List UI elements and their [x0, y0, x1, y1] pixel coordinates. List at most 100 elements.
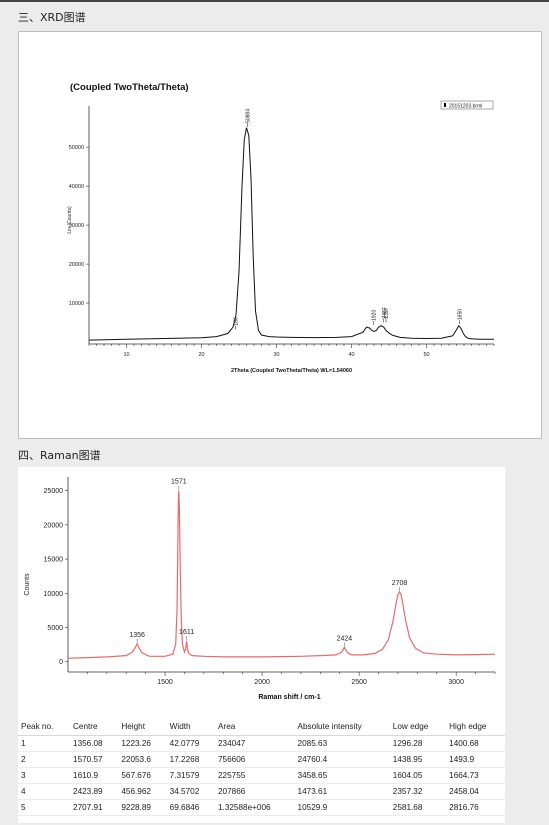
xrd-x-tick-label: 40 — [348, 352, 354, 358]
table-row: 5 2707.91 9228.89 69.6846 1.32588e+006 10529.… — [18, 799, 505, 816]
raman-series-line — [67, 490, 496, 659]
peak-table-header: Low edge — [389, 718, 447, 736]
xrd-y-tick-label: 50000 — [69, 145, 84, 151]
raman-y-tick-label: 10000 — [44, 591, 64, 598]
table-cell: 225755 — [215, 767, 295, 784]
peak-table-header: Absolute intensity — [294, 718, 390, 736]
table-cell: 2085.63 — [294, 735, 390, 752]
table-cell: 1356.08 — [70, 735, 119, 752]
table-cell: 22053.6 — [118, 751, 167, 768]
xrd-peak-label: 2397 — [384, 307, 390, 318]
xrd-y-tick-label: 10000 — [69, 301, 84, 307]
table-cell: 3458.65 — [294, 767, 390, 784]
table-row: 4 2423.89 456.962 34.5702 207866 1473.61 2357.… — [18, 783, 505, 800]
peak-table-header: Width — [166, 718, 215, 736]
table-row: 1 1356.08 1223.26 42.0779 234047 2085.63 1296.… — [18, 735, 505, 752]
table-cell: 2458.04 — [446, 783, 505, 800]
raman-y-axis-label: Counts — [24, 573, 31, 596]
table-cell: 2707.91 — [70, 799, 119, 816]
table-cell: 1473.61 — [294, 783, 390, 800]
xrd-y-tick-label: 20000 — [69, 262, 84, 268]
raman-peak-label: 1571 — [171, 479, 187, 486]
xrd-series-line — [88, 127, 494, 341]
xrd-y-tick-label: 30000 — [69, 223, 84, 229]
xrd-chart-panel: (Coupled TwoTheta/Theta) 10 20 30 40 50 10000 2… — [18, 31, 542, 439]
raman-x-tick-label: 2000 — [254, 679, 270, 686]
peak-table-header: Height — [118, 718, 167, 736]
table-cell: 1493.9 — [446, 751, 505, 768]
raman-y-tick-label: 20000 — [44, 522, 64, 529]
xrd-peak-label: 1650 — [458, 309, 464, 320]
raman-peak-label: 1356 — [129, 632, 145, 639]
table-cell: 1570.57 — [70, 751, 119, 768]
peak-table-header: Peak no. — [18, 718, 71, 736]
table-cell: 2423.89 — [70, 783, 119, 800]
xrd-peak-label: 50884 — [245, 109, 251, 123]
table-cell: 756606 — [215, 751, 295, 768]
raman-x-tick-label: 3000 — [448, 679, 464, 686]
xrd-x-tick-label: 20 — [198, 352, 204, 358]
xrd-x-axis-label: 2Theta (Coupled TwoTheta/Theta) WL=1.540… — [231, 368, 352, 374]
raman-x-axis-label: Raman shift / cm-1 — [258, 694, 320, 701]
table-cell: 1438.95 — [389, 751, 447, 768]
raman-y-tick-label: 0 — [59, 659, 63, 666]
xrd-section-title: 三、XRD图谱 — [18, 11, 86, 24]
table-cell: 2 — [18, 751, 71, 768]
raman-y-tick-label: 5000 — [47, 625, 63, 632]
raman-x-tick-label: 1500 — [157, 679, 173, 686]
table-cell: 1223.26 — [118, 735, 167, 752]
xrd-legend-label: 20151203.brml — [449, 104, 482, 110]
raman-section-title: 四、Raman图谱 — [18, 449, 101, 462]
raman-y-tick-label: 15000 — [44, 557, 64, 564]
table-cell: 17.2268 — [166, 751, 215, 768]
table-cell: 34.5702 — [166, 783, 215, 800]
table-cell: 2581.68 — [389, 799, 447, 816]
xrd-legend-box — [440, 100, 494, 110]
table-cell: 3 — [18, 767, 71, 784]
peak-table: Peak no. Centre Height Width Area Absolu… — [18, 718, 505, 816]
table-cell: 567.676 — [118, 767, 167, 784]
table-cell: 456.962 — [118, 783, 167, 800]
xrd-y-tick-label: 40000 — [69, 184, 84, 190]
peak-table-header: Centre — [70, 718, 119, 736]
peak-table-header-row: Peak no. Centre Height Width Area Absolu… — [18, 718, 505, 736]
peak-table-header: High edge — [446, 718, 505, 736]
raman-y-tick-label: 25000 — [44, 488, 64, 495]
table-cell: 9228.89 — [118, 799, 167, 816]
peak-table-header: Area — [215, 718, 295, 736]
xrd-x-tick-label: 30 — [273, 352, 279, 358]
table-row: 3 1610.9 567.676 7.31579 225755 3458.65 1604.0… — [18, 767, 505, 784]
xrd-x-tick-label: 50 — [423, 352, 429, 358]
raman-peak-label: 2424 — [337, 635, 353, 642]
table-cell: 2816.76 — [446, 799, 505, 816]
raman-peak-label: 1611 — [179, 629, 194, 636]
table-cell: 2357.32 — [389, 783, 447, 800]
table-cell: 7.31579 — [166, 767, 215, 784]
xrd-legend-swatch — [444, 103, 446, 107]
peak-table-body: 1 1356.08 1223.26 42.0779 234047 2085.63 1296.… — [18, 735, 505, 816]
raman-peak-label: 2708 — [392, 580, 408, 587]
xrd-chart-title: (Coupled TwoTheta/Theta) — [70, 82, 189, 93]
raman-chart: 1500 2000 2500 3000 0 5000 10000 15000 20000 2500… — [24, 477, 496, 701]
table-cell: 1400.68 — [446, 735, 505, 752]
table-cell: 1610.9 — [70, 767, 119, 784]
xrd-peak-label: 1920 — [371, 310, 377, 321]
table-cell: 10529.9 — [294, 799, 390, 816]
table-cell: 1664.73 — [446, 767, 505, 784]
table-cell: 1604.05 — [389, 767, 447, 784]
xrd-x-tick-label: 10 — [123, 352, 129, 358]
xrd-peak-label: 186 — [233, 317, 239, 326]
table-cell: 207866 — [215, 783, 295, 800]
top-divider — [0, 0, 549, 2]
table-cell: 234047 — [215, 735, 295, 752]
raman-x-tick-label: 2500 — [351, 679, 367, 686]
table-cell: 1.32588e+006 — [215, 799, 295, 816]
xrd-chart: (Coupled TwoTheta/Theta) 10 20 30 40 50 10000 2… — [67, 82, 495, 374]
xrd-y-axis-label: Lin (Counts) — [67, 206, 73, 234]
xrd-peak-label: 2487 — [382, 307, 388, 318]
table-cell: 24760.4 — [294, 751, 390, 768]
table-cell: 1 — [18, 735, 71, 752]
table-cell: 1296.28 — [389, 735, 447, 752]
table-cell: 42.0779 — [166, 735, 215, 752]
table-row: 2 1570.57 22053.6 17.2268 756606 24760.4 1438.… — [18, 751, 505, 768]
